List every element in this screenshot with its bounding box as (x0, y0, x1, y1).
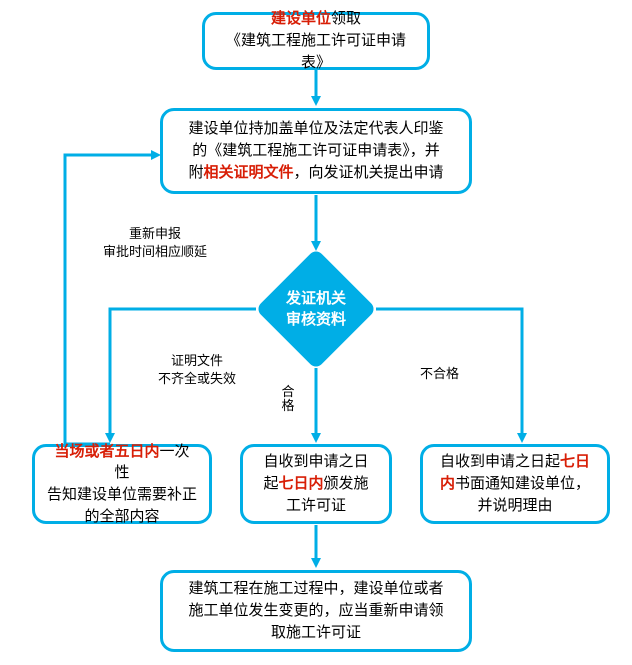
n1-line2: 《建筑工程施工许可证申请表》 (226, 32, 406, 71)
n2-red: 相关证明文件 (203, 164, 293, 181)
n4-l1: 自收到申请之日 (263, 453, 368, 470)
n4-red: 七日内 (278, 475, 323, 492)
label-pass: 合格 (278, 385, 298, 414)
n5-red2: 内 (440, 475, 455, 492)
label-incomplete-l2: 不齐全或失效 (158, 371, 236, 386)
n4-l2a: 起 (263, 475, 278, 492)
diamond-l1: 发证机关 (286, 290, 346, 307)
diamond-text: 发证机关 审核资料 (286, 288, 346, 330)
n3-l2: 告知建设单位需要补正 (47, 486, 197, 503)
n6-l1: 建筑工程在施工过程中，建设单位或者 (188, 580, 443, 597)
n2-l1: 建设单位持加盖单位及法定代表人印鉴 (188, 120, 443, 137)
label-incomplete-l1: 证明文件 (171, 353, 223, 368)
label-incomplete: 证明文件 不齐全或失效 (142, 352, 252, 388)
label-reapply-l2: 审批时间相应顺延 (103, 244, 207, 259)
n1-red: 建设单位 (271, 10, 331, 27)
n4-l3: 工许可证 (286, 497, 346, 514)
node-written-notice: 自收到申请之日起七日 内书面通知建设单位， 并说明理由 (420, 444, 610, 524)
node-start: 建设单位领取 《建筑工程施工许可证申请表》 (202, 12, 430, 70)
node-issue-permit: 自收到申请之日 起七日内颁发施 工许可证 (240, 444, 392, 524)
n6-l2: 施工单位发生变更的，应当重新申请领 (188, 602, 443, 619)
diamond-l2: 审核资料 (286, 311, 346, 328)
node-notify-correct: 当场或者五日内一次性 告知建设单位需要补正 的全部内容 (32, 444, 212, 524)
n6-l3: 取施工许可证 (271, 624, 361, 641)
n2-l3a: 附 (188, 164, 203, 181)
n3-l3: 的全部内容 (84, 508, 159, 525)
label-reapply: 重新申报 审批时间相应顺延 (90, 225, 220, 261)
label-reapply-l1: 重新申报 (129, 226, 181, 241)
n2-l2: 的《建筑工程施工许可证申请表》，并 (192, 142, 440, 159)
n5-l3: 并说明理由 (477, 497, 552, 514)
label-fail: 不合格 (420, 365, 459, 383)
n5-red1: 七日 (560, 453, 590, 470)
n5-l2: 书面通知建设单位， (455, 475, 590, 492)
node-change-reapply: 建筑工程在施工过程中，建设单位或者 施工单位发生变更的，应当重新申请领 取施工许… (160, 570, 472, 652)
decision-diamond: 发证机关 审核资料 (256, 249, 376, 369)
node-submit: 建设单位持加盖单位及法定代表人印鉴 的《建筑工程施工许可证申请表》，并 附相关证… (160, 108, 472, 194)
n3-red: 当场或者五日内 (54, 443, 159, 460)
n2-l3b: ，向发证机关提出申请 (294, 164, 444, 181)
n5-l1a: 自收到申请之日起 (440, 453, 560, 470)
n1-black: 领取 (331, 10, 361, 27)
n4-l2b: 颁发施 (324, 475, 369, 492)
